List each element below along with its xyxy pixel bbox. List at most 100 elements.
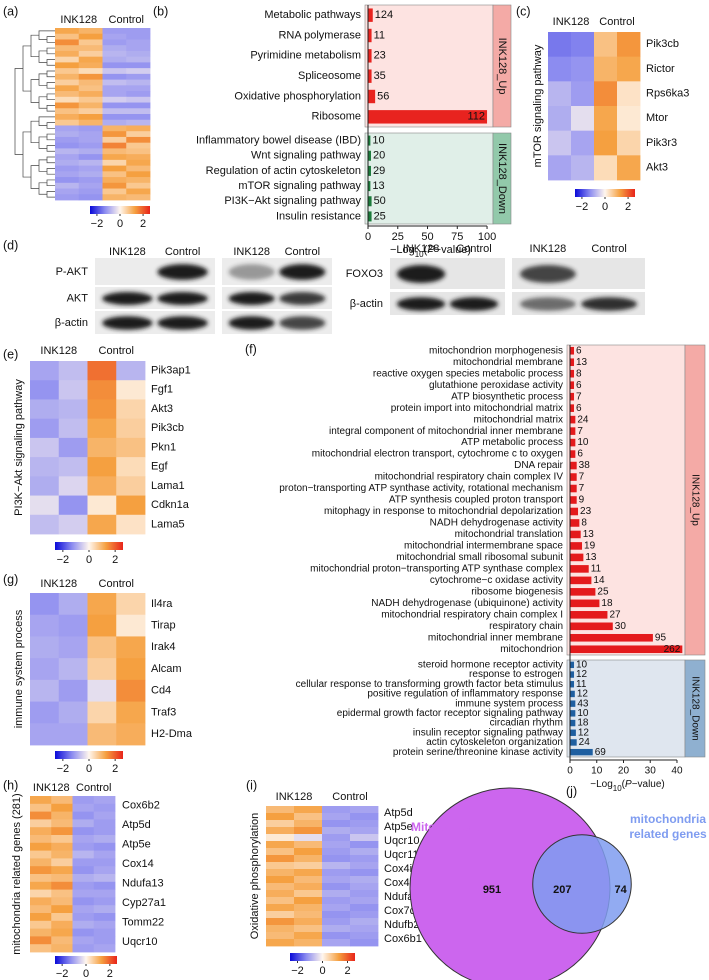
heatmap-cell: [72, 850, 95, 859]
heatmap-cell: [51, 944, 73, 953]
heatmap-cell: [350, 939, 379, 947]
row-label: Lama5: [151, 518, 185, 530]
heatmap-cell: [126, 165, 151, 172]
heatmap-cell: [617, 106, 641, 132]
row-label: Cox7c: [384, 905, 416, 917]
heatmap-cell: [350, 820, 379, 828]
bar: [570, 588, 596, 596]
category-label: protein serine/threonine kinase activity: [393, 747, 563, 758]
blot-band: [102, 292, 153, 305]
row-label: Traf3: [151, 706, 176, 718]
colorbar: [575, 189, 635, 197]
dendrogram-branch: [46, 179, 55, 187]
heatmap-cell: [322, 890, 351, 898]
blot-lane-label: INK128: [109, 246, 146, 258]
dendrogram-branch: [22, 131, 31, 178]
heatmap-cell: [78, 119, 103, 126]
heatmap-cell: [294, 876, 323, 884]
heatmap-cell: [58, 437, 88, 458]
heatmap-cell: [116, 418, 146, 439]
row-label: Mtor: [646, 112, 668, 124]
bar: [570, 748, 593, 756]
heatmap-cell: [30, 858, 52, 867]
heatmap-cell: [294, 848, 323, 856]
heatmap-cell: [548, 56, 572, 82]
heatmap-cell: [87, 437, 117, 458]
dendrogram-branch: [46, 70, 55, 78]
category-label: NADH dehydrogenase (ubiquinone) activity: [371, 598, 563, 609]
dendrogram-branch: [30, 34, 39, 58]
heatmap-cell: [58, 614, 88, 637]
heatmap-cell: [55, 85, 80, 92]
heatmap-cell: [51, 881, 73, 890]
heatmap-cell: [30, 881, 52, 890]
heatmap-cell: [102, 136, 127, 144]
bar: [570, 565, 589, 573]
heatmap-cell: [102, 171, 127, 178]
heatmap-cell: [322, 827, 351, 835]
heatmap-cell: [350, 834, 379, 842]
colorbar-tick-label: −2: [576, 201, 589, 213]
heatmap-cell: [55, 91, 80, 98]
heatmap-cell: [78, 68, 103, 75]
bar: [570, 381, 575, 389]
heatmap-cell: [78, 56, 103, 63]
heatmap-cell: [30, 842, 52, 851]
group-label: INK128_Down: [496, 143, 508, 214]
category-label: ribosome biogenesis: [471, 586, 563, 597]
heatmap-cell: [116, 476, 146, 496]
heatmap-cell: [102, 154, 127, 161]
bar: [570, 671, 575, 678]
heatmap-cell: [55, 62, 80, 69]
heatmap-cell: [126, 33, 151, 40]
heatmap-cell: [322, 841, 351, 849]
category-label: immune system process: [455, 698, 563, 709]
venn-count: 207: [553, 884, 571, 896]
bar-count-label: 13: [585, 552, 597, 563]
heatmap-cell: [87, 495, 117, 516]
heatmap-cell: [322, 883, 351, 891]
heatmap-cell: [266, 890, 295, 898]
heatmap-cell: [594, 155, 618, 181]
row-label: Pkn1: [151, 441, 176, 453]
heatmap-cell: [266, 827, 295, 835]
bar: [570, 369, 575, 378]
panel-label: (e): [3, 347, 18, 361]
group-strip: [492, 132, 512, 225]
heatmap-cell: [72, 936, 95, 945]
heatmap-cell: [126, 182, 151, 189]
bar: [570, 530, 581, 539]
heatmap-cell: [93, 874, 116, 883]
heatmap-cell: [322, 855, 351, 863]
heatmap-cell: [93, 889, 116, 898]
x-tick-label: 0: [365, 231, 371, 243]
colorbar-tick-label: −2: [57, 554, 70, 566]
bar-count-label: 7: [579, 472, 585, 483]
category-label: cytochrome−c oxidase activity: [430, 575, 563, 586]
heatmap-cell: [350, 904, 379, 912]
heatmap-cell: [55, 159, 80, 166]
colorbar-tick-label: 0: [83, 968, 89, 980]
heatmap-cell: [72, 928, 95, 937]
heatmap-cell: [78, 188, 103, 195]
heatmap-cell: [55, 119, 80, 126]
category-label: mitochondrial translation: [455, 529, 563, 540]
colorbar: [55, 542, 123, 550]
heatmap-cell: [78, 194, 103, 201]
y-axis-label: mitochondria related genes (281): [11, 793, 23, 954]
dendrogram-branch: [38, 136, 47, 149]
heatmap-cell: [93, 944, 116, 953]
bar: [570, 719, 576, 727]
blot-band: [228, 316, 275, 330]
heatmap-cell: [126, 131, 151, 138]
bar: [368, 28, 372, 43]
row-label: Rps6ka3: [646, 88, 689, 100]
heatmap-cell: [72, 835, 95, 844]
heatmap-cell: [72, 913, 95, 922]
heatmap-cell: [51, 920, 73, 929]
column-label: INK128: [60, 14, 97, 26]
heatmap-cell: [266, 897, 295, 905]
heatmap-cell: [116, 723, 146, 746]
heatmap-cell: [87, 593, 117, 616]
